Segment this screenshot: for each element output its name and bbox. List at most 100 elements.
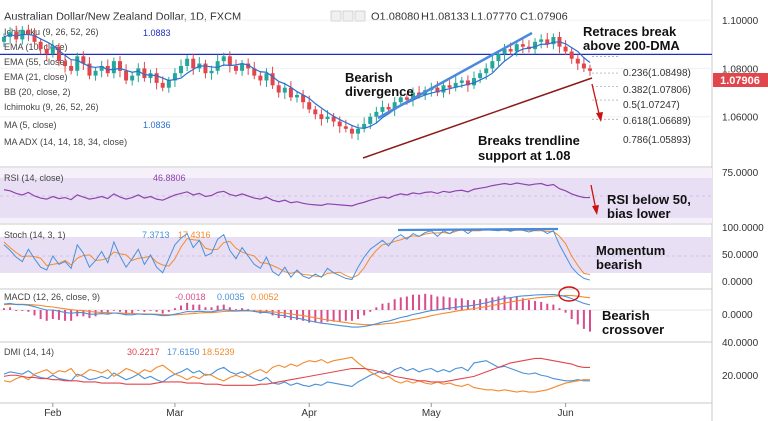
rsi-panel: RSI (14, close) 46.8806 75.0000 RSI belo… xyxy=(0,168,759,225)
candle-body-95 xyxy=(581,63,586,69)
macd-hist-bar-78 xyxy=(479,299,482,310)
x-axis: Feb Mar Apr May Jun xyxy=(44,403,574,419)
macd-hist-bar-67 xyxy=(411,294,414,310)
macd-hist-bar-76 xyxy=(466,300,469,310)
macd-hist-bar-4 xyxy=(27,310,30,312)
macd-hist-bar-23 xyxy=(143,310,146,312)
rsi-value: 46.8806 xyxy=(153,173,186,183)
format-button[interactable] xyxy=(354,10,366,22)
dmi-value-plus: 17.6150 xyxy=(167,347,200,357)
candle-body-94 xyxy=(575,58,580,64)
candle-body-54 xyxy=(331,116,336,122)
macd-value-hist: -0.0018 xyxy=(175,292,206,302)
macd-hist-bar-27 xyxy=(167,310,170,312)
candle-body-13 xyxy=(81,56,86,64)
candle-body-20 xyxy=(124,70,129,81)
macd-hist-bar-0 xyxy=(3,308,5,310)
macd-hist-bar-20 xyxy=(125,310,128,315)
macd-hist-bar-94 xyxy=(576,310,579,325)
dmi-title: DMI (14, 14) xyxy=(4,347,54,357)
macd-value-signal: 0.0052 xyxy=(251,292,279,302)
macd-hist-bar-31 xyxy=(192,304,195,310)
macd-hist-bar-84 xyxy=(515,296,518,310)
candle-body-63 xyxy=(386,107,391,110)
macd-hist-bar-6 xyxy=(39,310,42,319)
candle-body-49 xyxy=(301,94,306,103)
candle-body-38 xyxy=(233,65,238,71)
macd-hist-bar-65 xyxy=(399,297,402,310)
stoch-band xyxy=(0,237,712,273)
candle-body-43 xyxy=(264,73,269,81)
candle-body-28 xyxy=(172,73,177,81)
candle-body-42 xyxy=(258,75,263,81)
macd-hist-bar-93 xyxy=(570,310,573,319)
candle-body-29 xyxy=(179,65,184,74)
macd-hist-bar-38 xyxy=(234,309,237,310)
macd-hist-bar-64 xyxy=(393,299,396,310)
stoch-title: Stoch (14, 3, 1) xyxy=(4,230,66,240)
macd-hist-bar-54 xyxy=(332,310,335,322)
candle-body-89 xyxy=(545,39,550,45)
macd-hist-bar-35 xyxy=(216,305,219,310)
macd-hist-bar-90 xyxy=(552,304,555,310)
stoch-tick-100: 100.0000 xyxy=(722,223,764,234)
candle-body-9 xyxy=(56,46,61,62)
stoch-value-d: 17.4316 xyxy=(178,230,211,240)
rsi-marks xyxy=(0,182,712,207)
symbol-title: Australian Dollar/New Zealand Dollar, 1D… xyxy=(4,11,241,23)
indicator-4-name: BB (20, close, 2) xyxy=(4,87,71,97)
price-tick-2: 1.06000 xyxy=(722,113,759,124)
candle-body-21 xyxy=(130,75,135,81)
macd-hist-bar-88 xyxy=(540,301,543,310)
fib-label-0: 0.236(1.08498) xyxy=(623,68,691,79)
ohlc-low: L1.07770 xyxy=(471,11,517,23)
candle-body-71 xyxy=(435,87,440,93)
dmi-line-0 xyxy=(3,360,590,388)
macd-signal-line xyxy=(3,295,591,326)
candle-body-76 xyxy=(465,80,470,86)
macd-hist-bar-1 xyxy=(9,307,12,310)
rising-channel-top xyxy=(377,31,533,120)
macd-hist-bar-18 xyxy=(112,310,115,311)
macd-hist-bar-80 xyxy=(491,297,494,310)
macd-hist-bar-57 xyxy=(350,310,353,321)
dmi-tick-20: 20.0000 xyxy=(722,371,759,382)
candle-body-37 xyxy=(227,56,232,66)
candle-body-60 xyxy=(368,116,373,124)
macd-hist-bar-72 xyxy=(442,296,445,310)
candle-body-66 xyxy=(404,97,409,100)
indicator-1-name: EMA (10, close) xyxy=(4,42,68,52)
dmi-value-adx: 30.2217 xyxy=(127,347,160,357)
settings-button[interactable] xyxy=(330,10,342,22)
candle-body-72 xyxy=(441,85,446,93)
macd-hist-bar-53 xyxy=(326,310,329,322)
candle-body-5 xyxy=(32,34,37,42)
macd-hist-bar-81 xyxy=(497,296,500,310)
macd-hist-bar-10 xyxy=(64,310,67,321)
candle-body-47 xyxy=(288,87,293,98)
candle-body-26 xyxy=(160,82,165,88)
macd-hist-bar-95 xyxy=(582,310,585,329)
annotation-retraces-1: Retraces break xyxy=(583,24,677,39)
macd-hist-bar-39 xyxy=(241,308,244,310)
candle-body-27 xyxy=(166,80,171,88)
candle-body-16 xyxy=(99,65,104,71)
macd-hist-bar-79 xyxy=(485,298,488,310)
macd-hist-bar-58 xyxy=(357,310,360,319)
macd-hist-bar-9 xyxy=(57,310,60,320)
macd-hist-bar-36 xyxy=(222,304,225,310)
macd-hist-bar-37 xyxy=(228,307,231,310)
macd-hist-bar-69 xyxy=(424,293,427,310)
macd-hist-bar-34 xyxy=(210,307,213,310)
candle-body-15 xyxy=(93,70,98,76)
eye-button[interactable] xyxy=(342,10,354,22)
macd-hist-bar-21 xyxy=(131,310,134,314)
last-price-label: 1.07906 xyxy=(720,75,760,87)
annotation-trendline-2: support at 1.08 xyxy=(478,148,570,163)
candle-body-75 xyxy=(459,80,464,83)
macd-hist-bar-16 xyxy=(100,310,103,314)
candle-body-14 xyxy=(87,63,92,76)
annotation-divergence-1: Bearish xyxy=(345,70,393,85)
candle-body-62 xyxy=(380,107,385,112)
